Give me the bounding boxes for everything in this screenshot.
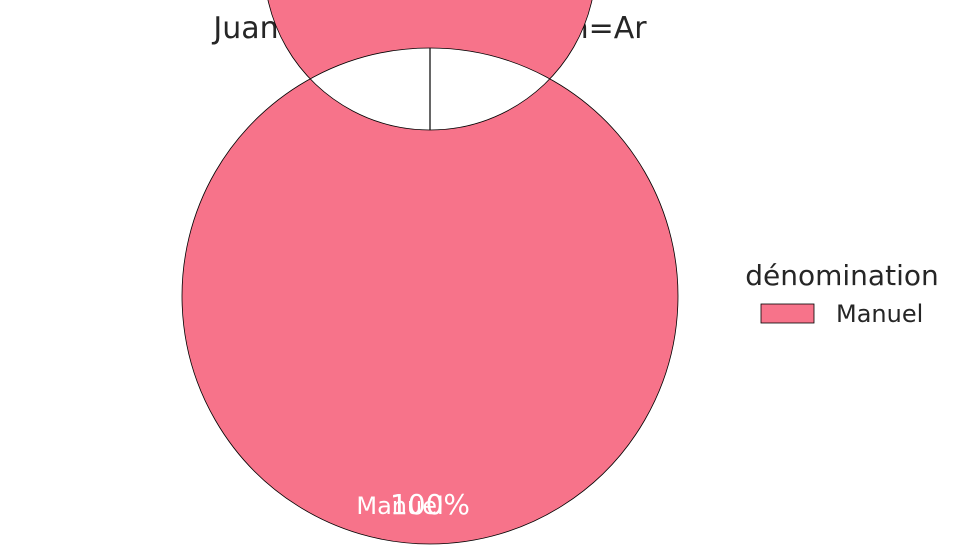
donut-slice-manuel [181, 0, 679, 545]
legend: dénomination Manuel [745, 259, 938, 328]
donut-slices [181, 0, 679, 545]
slice-name-label: Manuel [356, 492, 443, 520]
legend-items: Manuel [760, 300, 923, 328]
slice-percent-label: 100% [390, 488, 470, 521]
legend-swatch [760, 303, 815, 324]
legend-title: dénomination [745, 259, 938, 292]
legend-label: Manuel [836, 300, 923, 328]
